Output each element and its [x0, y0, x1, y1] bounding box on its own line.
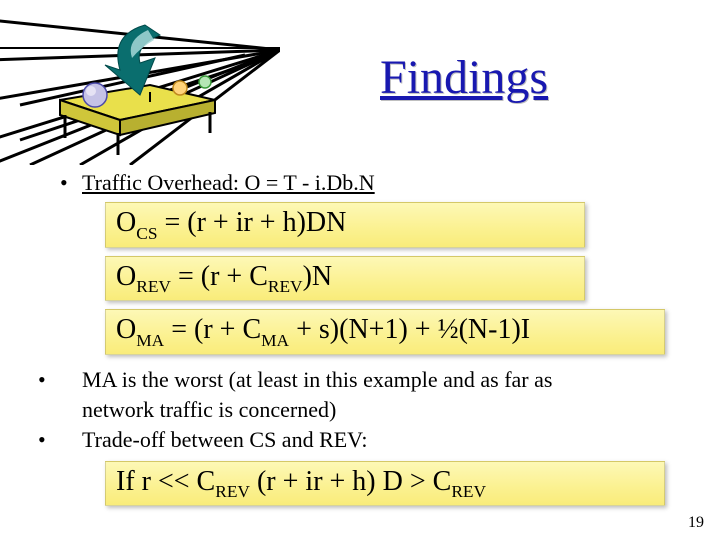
bullet-1-text: Traffic Overhead: O = T - i.Db.N [82, 170, 375, 195]
bullet-3-text: Trade-off between CS and REV: [82, 427, 368, 452]
slide-title: Findings [380, 50, 548, 105]
formula-orev: OREV = (r + CREV)N [105, 256, 585, 302]
page-number: 19 [688, 514, 704, 532]
formula-oma: OMA = (r + CMA + s)(N+1) + ½(N-1)I [105, 309, 665, 355]
bullet-2-line1: MA is the worst (at least in this exampl… [82, 367, 552, 392]
bullet-2-cont: network traffic is concerned) [60, 397, 690, 423]
formula-ocs: OCS = (r + ir + h)DN [105, 202, 585, 248]
bullet-1: •Traffic Overhead: O = T - i.Db.N [60, 170, 690, 196]
bullet-3: •Trade-off between CS and REV: [60, 427, 690, 453]
formula-condition: If r << CREV (r + ir + h) D > CREV [105, 461, 665, 507]
bullet-2: •MA is the worst (at least in this examp… [60, 367, 690, 393]
perspective-diagram [0, 0, 280, 165]
slide-content: •Traffic Overhead: O = T - i.Db.N OCS = … [60, 170, 690, 514]
